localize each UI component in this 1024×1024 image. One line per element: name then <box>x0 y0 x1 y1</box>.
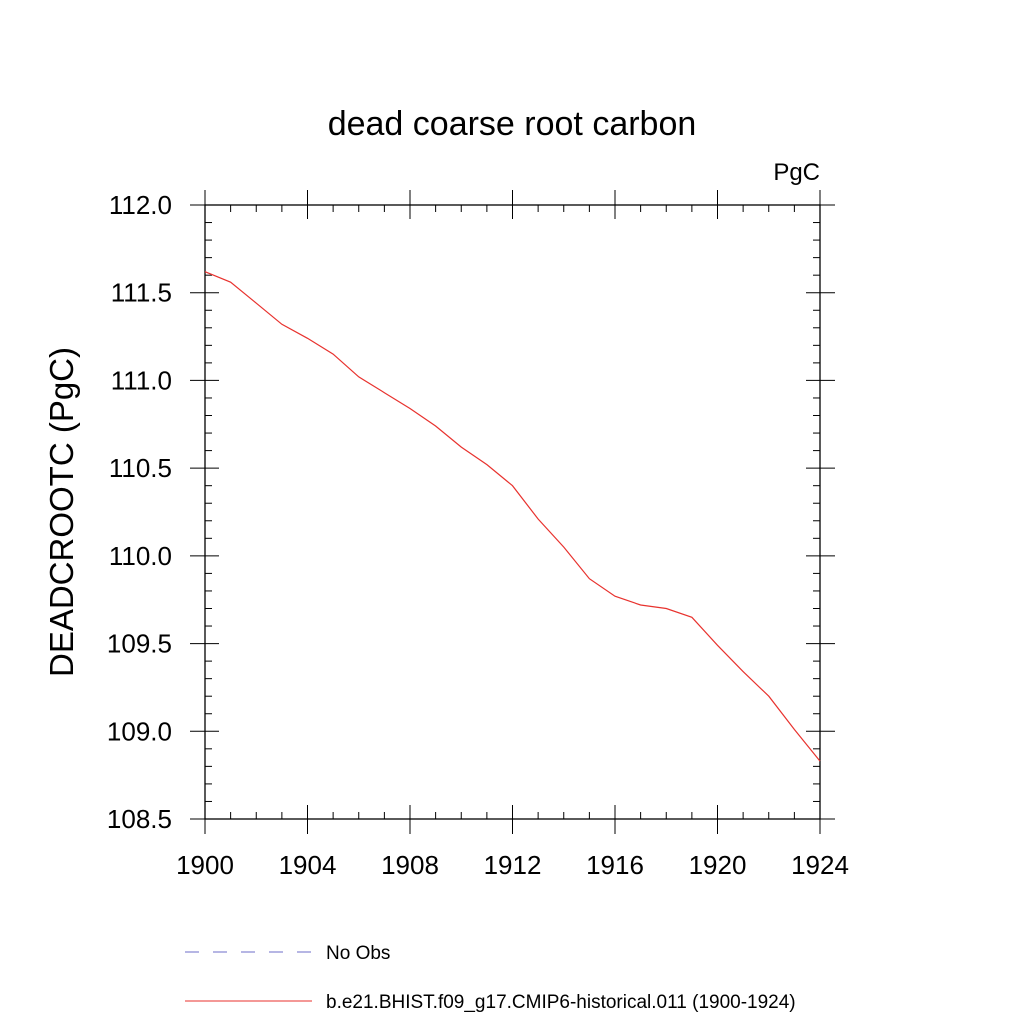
y-tick-label: 111.0 <box>111 365 172 395</box>
series-line <box>204 271 821 762</box>
legend-label: b.e21.BHIST.f09_g17.CMIP6-historical.011… <box>326 992 796 1013</box>
y-axis-label: DEADCROOTC (PgC) <box>43 347 80 677</box>
legend: No Obs b.e21.BHIST.f09_g17.CMIP6-historic… <box>185 943 796 1013</box>
y-tick-labels: 108.5 109.0 109.5 110.0 110.5 111.0 111.5 112.0 <box>107 190 172 834</box>
plot-frame <box>204 204 821 820</box>
x-tick-label: 1904 <box>279 850 337 880</box>
y-tick-label: 110.5 <box>109 453 172 483</box>
x-tick-labels: 1900 1904 1908 1912 1916 1920 1924 <box>176 850 849 880</box>
y-tick-label: 110.0 <box>109 541 172 571</box>
legend-label: No Obs <box>326 943 390 964</box>
series-layer <box>204 271 821 762</box>
y-tick-label: 109.5 <box>107 629 172 659</box>
x-tick-label: 1916 <box>586 850 644 880</box>
y-tick-label: 108.5 <box>107 804 172 834</box>
y-tick-label: 111.5 <box>111 278 172 308</box>
x-tick-label: 1912 <box>484 850 542 880</box>
units-label: PgC <box>773 159 820 186</box>
x-tick-label: 1908 <box>381 850 439 880</box>
x-tick-label: 1920 <box>689 850 747 880</box>
x-tick-label: 1900 <box>176 850 234 880</box>
x-tick-label: 1924 <box>791 850 849 880</box>
y-tick-label: 112.0 <box>109 190 172 220</box>
chart-title: dead coarse root carbon <box>328 105 697 143</box>
axis-ticks <box>190 190 835 834</box>
y-tick-label: 109.0 <box>107 716 172 746</box>
